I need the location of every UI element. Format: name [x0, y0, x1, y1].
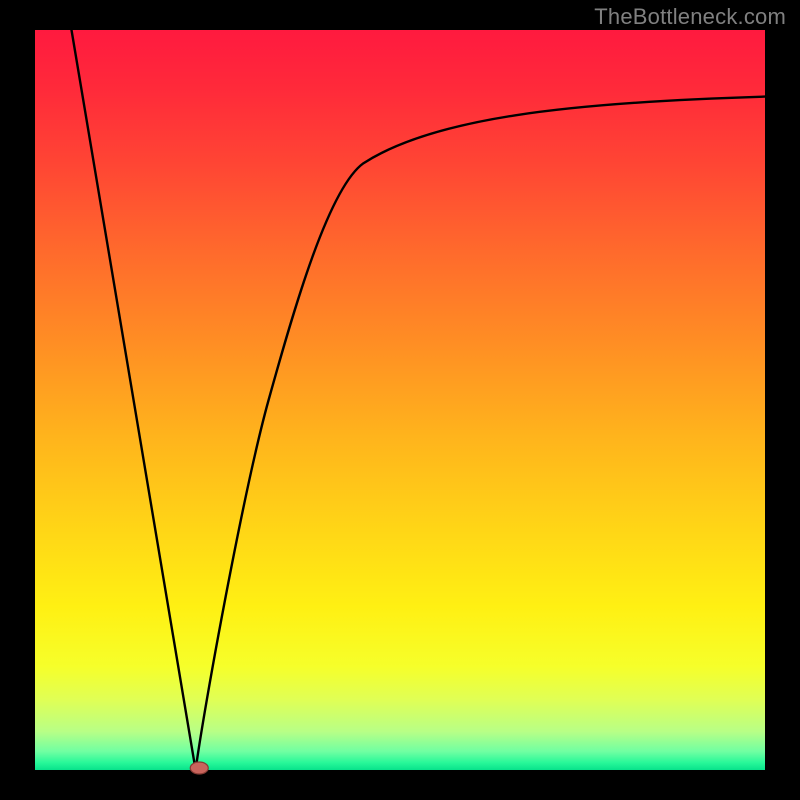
chart-svg: [0, 0, 800, 800]
watermark-text: TheBottleneck.com: [594, 4, 786, 30]
bottleneck-chart: TheBottleneck.com: [0, 0, 800, 800]
optimal-point-marker: [190, 762, 208, 774]
plot-area: [35, 30, 765, 770]
